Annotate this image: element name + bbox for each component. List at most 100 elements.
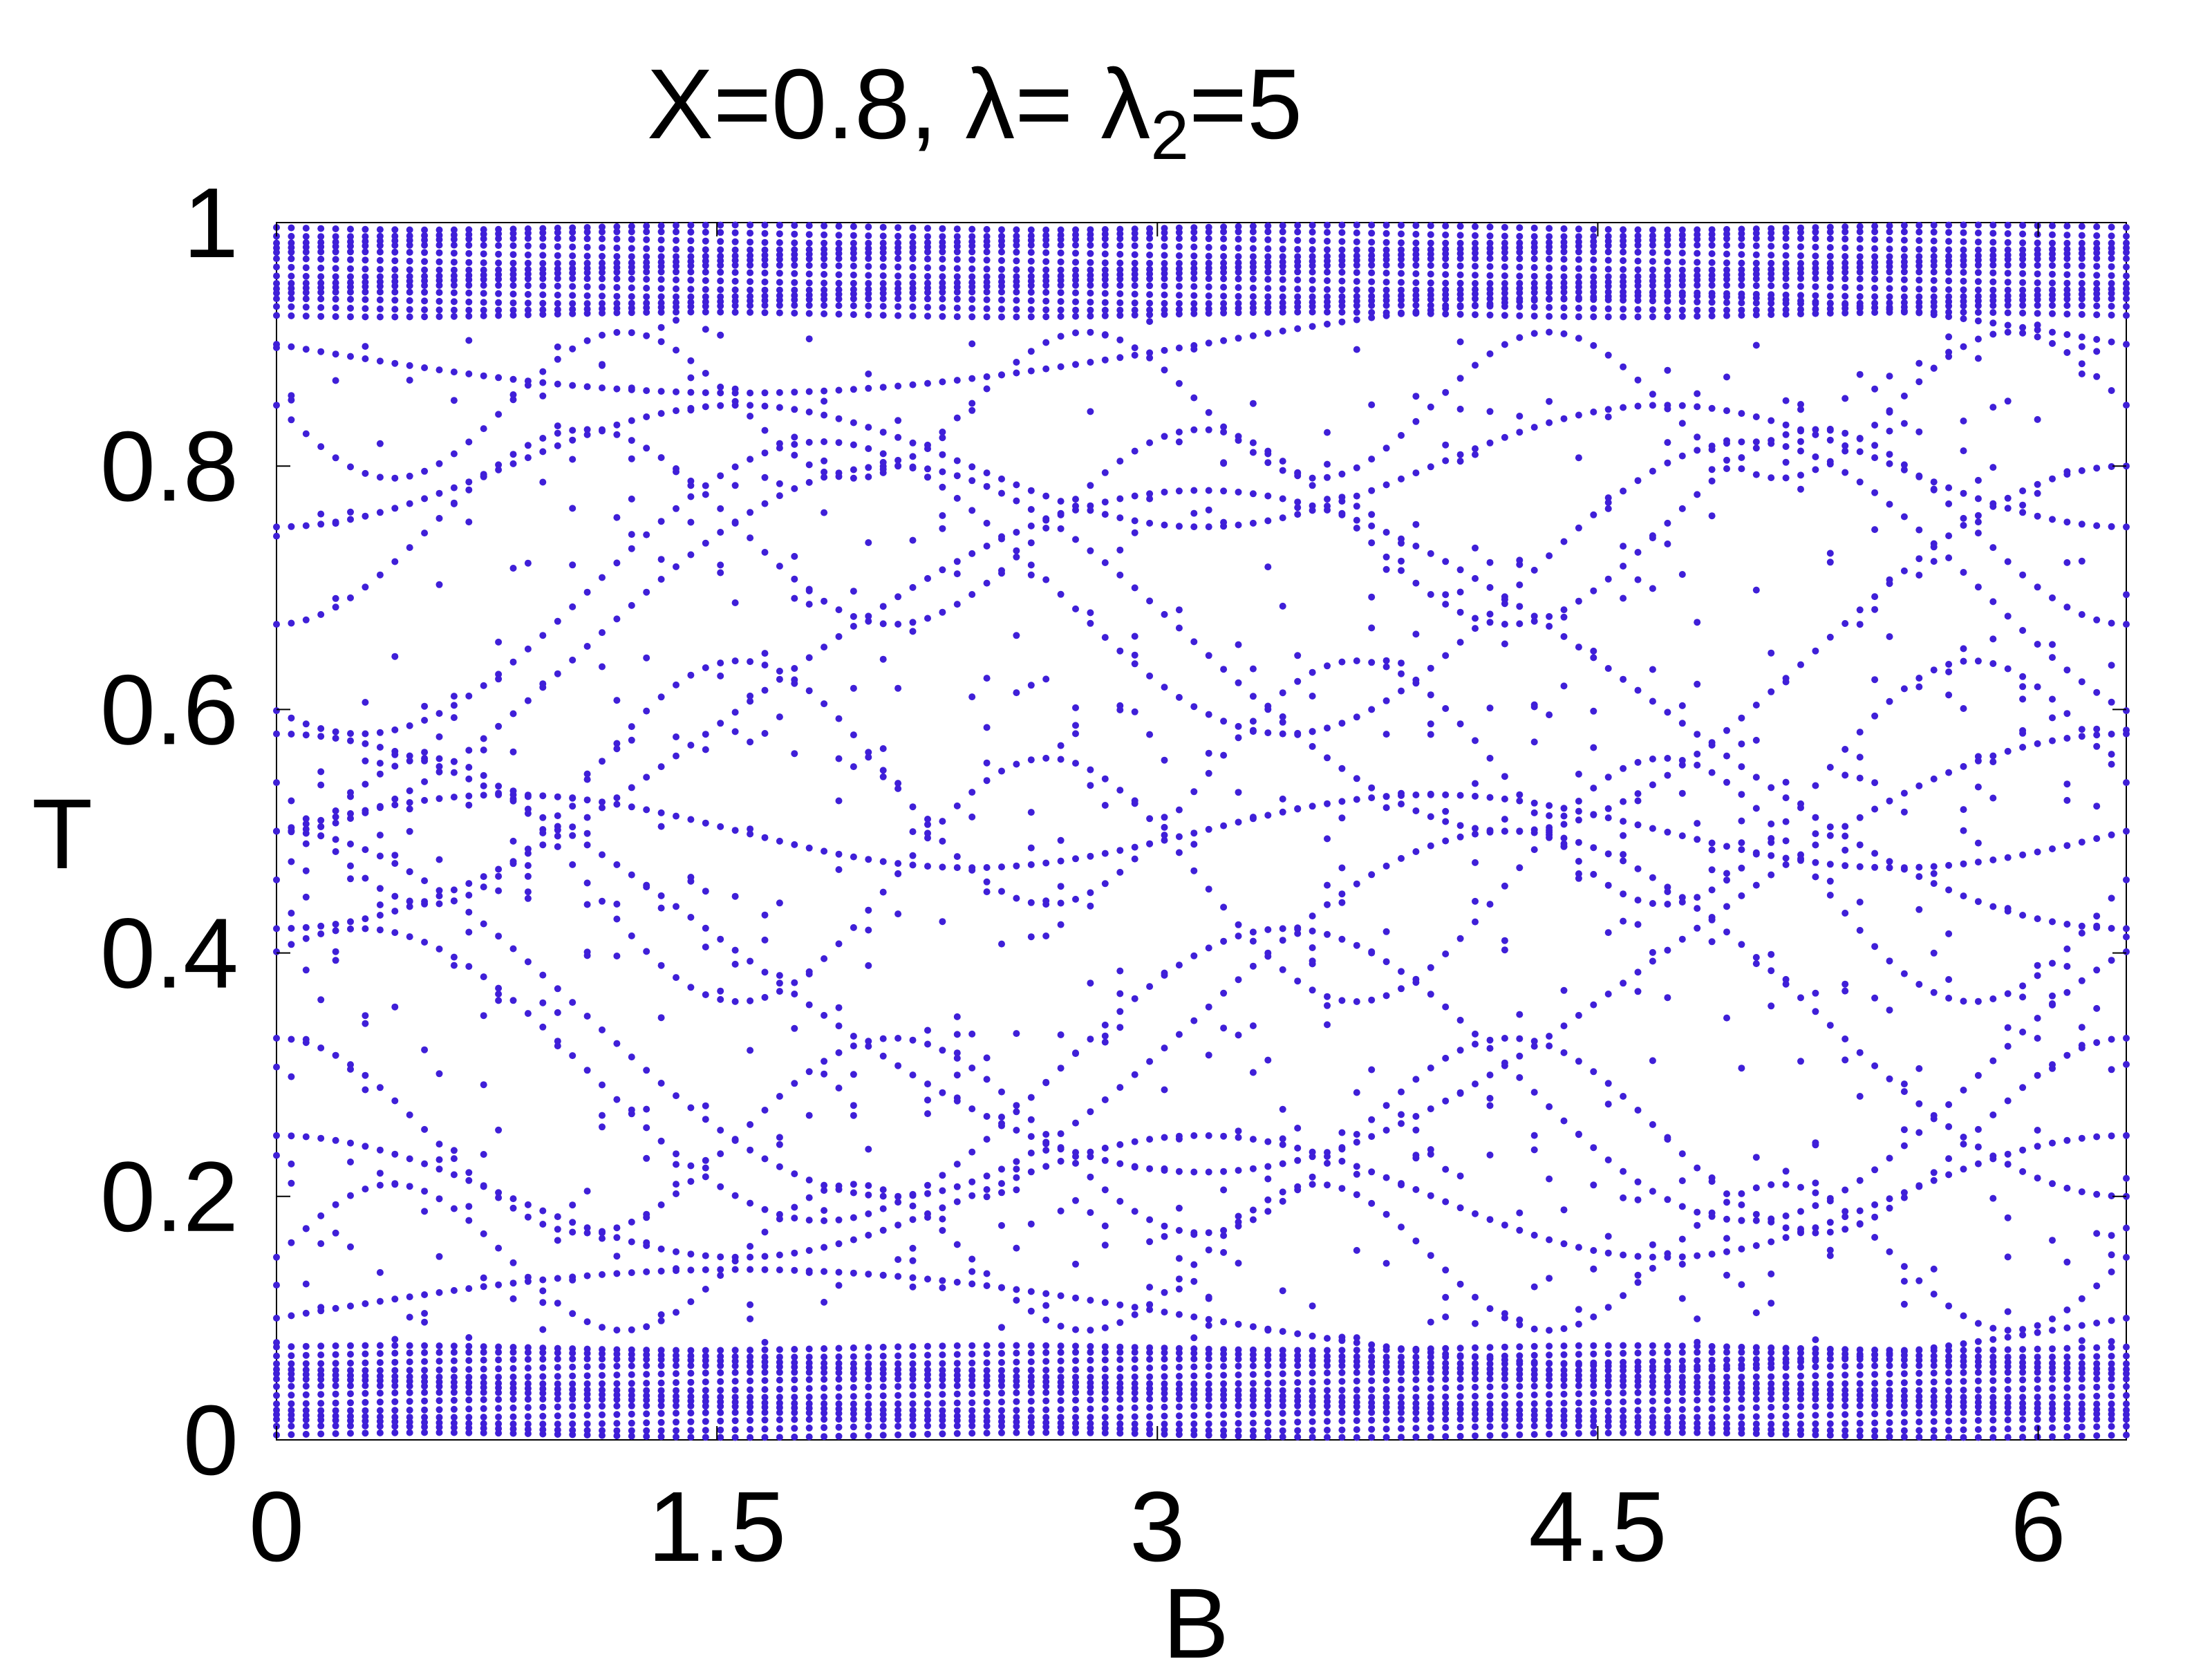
data-point [835,1216,843,1224]
data-point [657,324,665,331]
data-point [1338,1353,1346,1360]
data-point [894,1221,902,1229]
data-point [347,1302,354,1310]
data-point [524,894,532,902]
data-point [835,1240,843,1248]
data-point [391,266,399,273]
data-point [450,368,458,376]
data-point [702,1418,709,1425]
data-point [1456,250,1464,257]
data-point [1575,1367,1582,1374]
data-point [524,299,532,307]
data-point [1205,825,1212,833]
data-point [495,461,503,469]
data-point [1486,1423,1494,1430]
data-point [968,1280,976,1288]
data-point [850,1042,857,1050]
data-point [865,612,872,620]
data-point [1279,1409,1286,1417]
data-point [1279,795,1286,803]
data-point [1220,252,1228,260]
data-point [1353,525,1360,532]
data-point [791,1080,798,1087]
data-point [1027,1429,1035,1436]
data-point [1264,1138,1272,1145]
data-point [791,246,798,254]
data-point [1368,246,1376,254]
data-point [791,440,798,448]
data-point [1530,1400,1538,1407]
data-point [643,253,650,261]
data-point [1368,261,1376,269]
data-point [761,286,769,294]
data-point [1057,525,1065,532]
data-point [1057,1207,1065,1215]
data-point [524,872,532,880]
data-point [1398,1369,1405,1376]
data-point [1530,1412,1538,1419]
data-point [1516,603,1524,610]
data-point [1560,256,1568,263]
data-point [524,454,532,462]
data-point [1190,523,1198,531]
data-point [805,1394,813,1400]
data-point [909,1283,917,1291]
data-point [628,1427,635,1434]
data-point [1249,1136,1257,1143]
data-point [332,603,339,611]
data-point [480,735,487,742]
data-point [1368,1434,1376,1441]
data-point [1368,624,1376,632]
data-point [939,451,946,458]
data-point [1131,1421,1138,1427]
data-point [465,266,473,274]
data-point [657,809,665,816]
data-point [731,308,739,316]
data-point [628,1356,635,1363]
data-point [821,1400,828,1407]
data-point [1279,808,1286,816]
data-point [509,460,517,467]
data-point [421,1373,429,1380]
data-point [776,1163,783,1170]
data-point [362,233,369,241]
data-point [1131,235,1138,242]
data-point [302,867,310,874]
data-point [465,312,473,320]
data-point [317,1360,325,1367]
data-point [643,284,650,292]
data-point [717,277,724,285]
data-point [1264,517,1272,525]
data-point [1486,1094,1494,1102]
data-point [1694,836,1701,843]
data-point [524,1349,532,1356]
data-point [1042,297,1050,305]
data-point [509,391,517,398]
data-point [747,297,754,305]
data-point [1264,1196,1272,1203]
data-point [924,1040,931,1048]
data-point [1309,1393,1316,1400]
data-point [983,878,991,885]
data-point [1013,862,1020,870]
data-point [1027,257,1035,265]
data-point [1604,1430,1612,1436]
data-point [1501,290,1508,297]
data-point [805,1369,813,1376]
data-point [1649,226,1656,234]
data-point [953,295,961,303]
data-point [1575,225,1582,233]
data-point [569,1355,577,1362]
data-point [1368,1199,1376,1207]
data-point [1353,516,1360,524]
data-point [865,255,872,262]
data-point [1486,290,1494,297]
data-point [1708,446,1716,453]
data-point [1146,229,1154,237]
data-point [450,702,458,709]
data-point [1694,905,1701,912]
data-point [1649,532,1656,539]
data-point [1501,1221,1508,1229]
data-point [968,1148,976,1156]
data-point [747,1253,754,1261]
